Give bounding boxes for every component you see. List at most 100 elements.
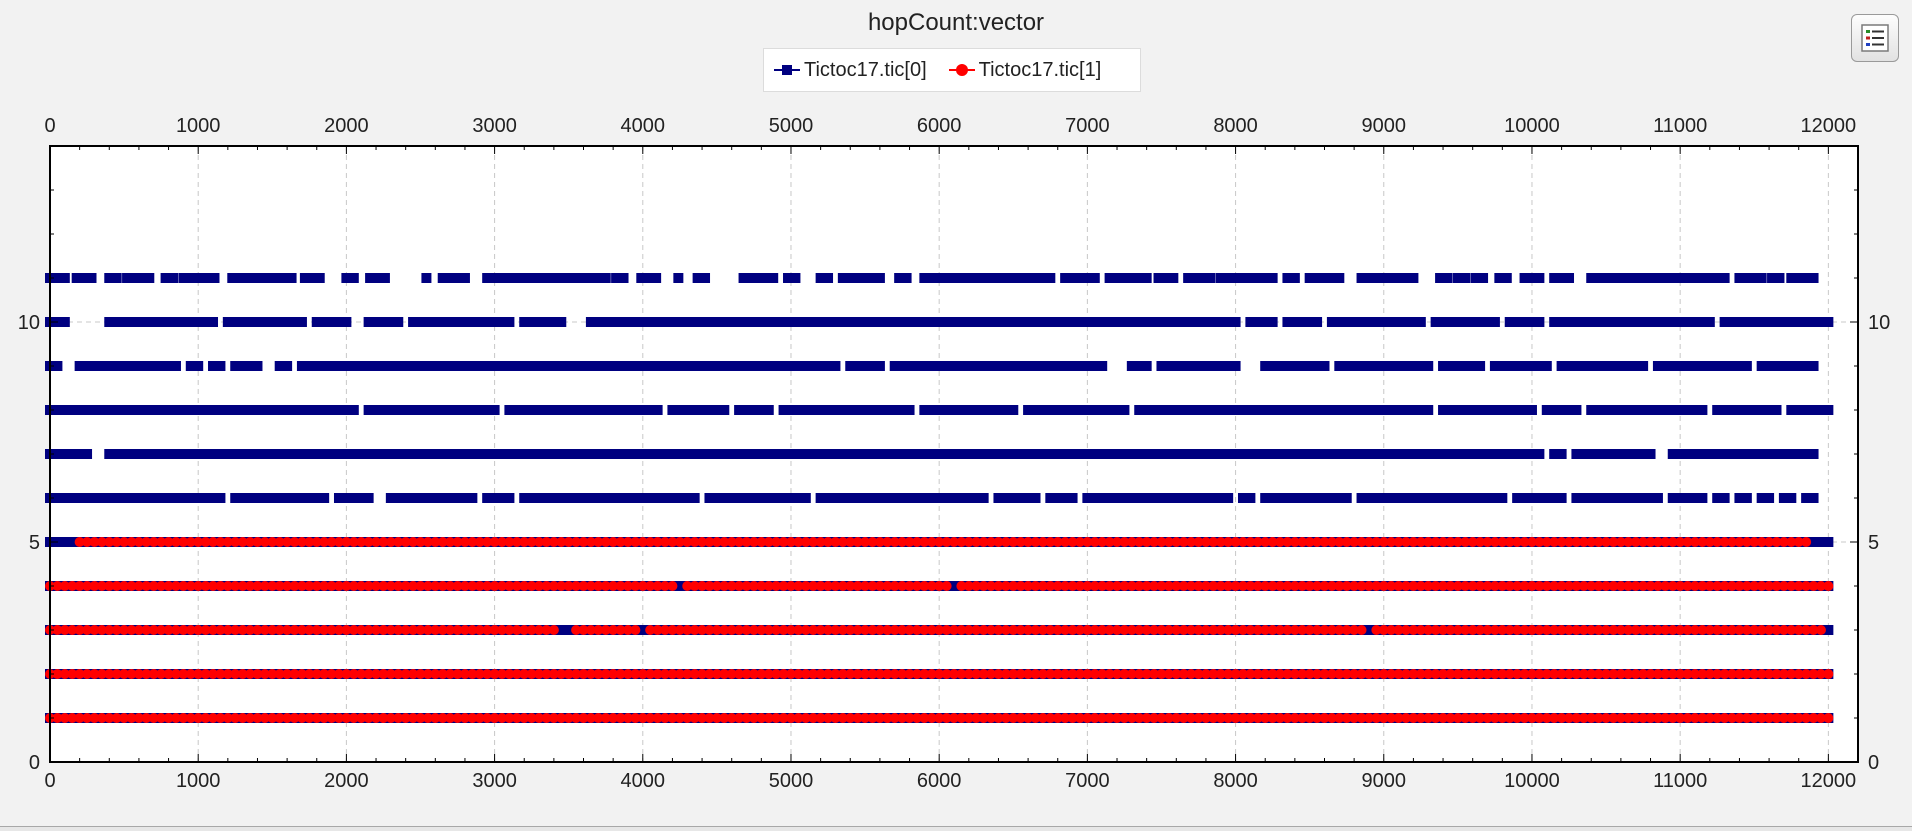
data-point xyxy=(497,317,507,327)
data-point xyxy=(1215,537,1226,547)
data-point xyxy=(1423,361,1434,371)
data-point xyxy=(1504,713,1515,723)
data-point xyxy=(400,669,411,679)
data-point xyxy=(1223,361,1234,371)
data-point xyxy=(1697,361,1708,371)
data-point xyxy=(1341,449,1352,459)
data-point xyxy=(808,317,819,327)
data-point xyxy=(378,317,389,327)
data-point xyxy=(252,625,263,635)
data-point xyxy=(1512,625,1523,635)
data-point xyxy=(622,449,633,459)
data-point xyxy=(1571,581,1582,591)
legend-item-series-0[interactable]: Tictoc17.tic[0] xyxy=(774,59,927,82)
data-point xyxy=(1260,317,1271,327)
data-point xyxy=(667,361,678,371)
data-point xyxy=(1438,669,1449,679)
data-point xyxy=(1386,449,1397,459)
data-point xyxy=(185,493,196,503)
data-point xyxy=(422,625,433,635)
data-point xyxy=(1586,405,1597,415)
data-point xyxy=(771,317,782,327)
data-point xyxy=(919,625,930,635)
data-point xyxy=(141,713,152,723)
data-point xyxy=(748,625,759,635)
data-point xyxy=(556,669,567,679)
data-point xyxy=(874,405,885,415)
data-point xyxy=(1074,669,1085,679)
data-point xyxy=(104,449,115,459)
data-point xyxy=(526,361,537,371)
data-point xyxy=(459,493,470,503)
data-point xyxy=(1823,405,1834,415)
x-tick-label-bottom: 11000 xyxy=(1653,770,1707,792)
data-point xyxy=(126,581,137,591)
data-point xyxy=(1104,537,1115,547)
data-point xyxy=(548,625,559,635)
data-point xyxy=(1060,713,1071,723)
data-point xyxy=(1401,537,1411,547)
data-point xyxy=(1786,317,1797,327)
data-point xyxy=(1089,449,1100,459)
data-point xyxy=(378,625,389,635)
data-point xyxy=(763,449,774,459)
data-point xyxy=(1815,537,1826,547)
data-point xyxy=(556,713,567,723)
data-point xyxy=(889,625,900,635)
data-point xyxy=(1312,449,1323,459)
data-point xyxy=(1719,713,1730,723)
data-point xyxy=(1289,449,1300,459)
data-point xyxy=(208,669,219,679)
data-point xyxy=(1082,449,1093,459)
data-point xyxy=(1467,625,1478,635)
data-point xyxy=(785,449,796,459)
x-tick-label-bottom: 0 xyxy=(44,770,55,792)
data-point xyxy=(660,625,671,635)
data-point xyxy=(289,405,300,415)
data-point xyxy=(1452,713,1463,723)
data-point xyxy=(304,625,315,635)
data-point xyxy=(778,405,789,415)
data-point xyxy=(815,317,826,327)
data-point xyxy=(1734,317,1745,327)
data-point xyxy=(1478,273,1489,283)
data-point xyxy=(1267,273,1278,283)
data-point xyxy=(889,713,900,723)
data-point xyxy=(897,537,908,547)
data-point xyxy=(1371,625,1382,635)
data-point xyxy=(1312,537,1323,547)
data-point xyxy=(1793,317,1804,327)
data-point xyxy=(578,669,589,679)
data-point xyxy=(1141,493,1152,503)
data-point xyxy=(1401,669,1411,679)
data-point xyxy=(59,317,70,327)
data-point xyxy=(823,537,834,547)
data-point xyxy=(1660,669,1671,679)
data-point xyxy=(1245,317,1256,327)
data-point xyxy=(256,273,267,283)
data-point xyxy=(1393,669,1404,679)
data-point xyxy=(1442,273,1453,283)
data-point xyxy=(1423,581,1434,591)
data-point xyxy=(1615,405,1626,415)
data-point xyxy=(1045,713,1056,723)
data-point xyxy=(956,625,967,635)
data-point xyxy=(1401,405,1411,415)
data-point xyxy=(541,493,552,503)
data-point xyxy=(756,625,767,635)
legend-item-series-1[interactable]: Tictoc17.tic[1] xyxy=(948,59,1101,82)
data-point xyxy=(1200,317,1211,327)
chart-options-button[interactable] xyxy=(1851,14,1899,62)
data-point xyxy=(82,669,93,679)
data-point xyxy=(1615,669,1626,679)
data-point xyxy=(1171,405,1182,415)
data-point xyxy=(1074,449,1085,459)
data-point xyxy=(282,669,293,679)
data-point xyxy=(1564,273,1575,283)
data-point xyxy=(1675,317,1686,327)
data-point xyxy=(296,361,307,371)
data-point xyxy=(1571,449,1582,459)
data-point xyxy=(704,537,715,547)
data-point xyxy=(1186,449,1197,459)
data-point xyxy=(1675,449,1686,459)
